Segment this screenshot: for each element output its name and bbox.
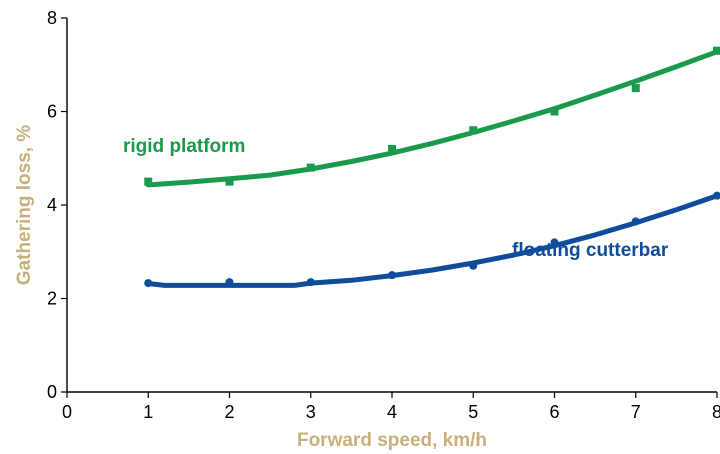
data-point — [469, 126, 478, 135]
y-tick-label: 8 — [47, 8, 57, 28]
series-label-rigid-platform: rigid platform — [123, 136, 245, 157]
x-tick-label: 6 — [549, 402, 559, 422]
series-layer — [144, 46, 720, 288]
y-tick-label: 0 — [47, 382, 57, 402]
series-line-floating-cutterbar — [145, 193, 720, 288]
x-tick-label: 7 — [631, 402, 641, 422]
data-point — [550, 238, 559, 247]
data-point — [469, 261, 478, 270]
x-tick-label: 8 — [712, 402, 720, 422]
x-tick-label: 0 — [62, 402, 72, 422]
x-axis-title: Forward speed, km/h — [297, 430, 487, 451]
y-axis-title: Gathering loss, % — [14, 125, 35, 286]
data-point — [713, 191, 720, 200]
data-point — [631, 217, 640, 226]
series-floating-cutterbar — [144, 191, 720, 288]
data-point — [144, 279, 153, 288]
x-axis-ticks: 0 1 2 3 4 5 6 7 8 — [62, 392, 720, 422]
series-rigid-platform — [144, 46, 720, 188]
series-label-floating-cutterbar: floating cutterbar — [512, 240, 669, 261]
axes: 0 1 2 3 4 5 6 7 8 0 2 4 6 8 — [47, 8, 720, 422]
data-point — [550, 107, 559, 116]
x-tick-label: 1 — [143, 402, 153, 422]
data-point — [631, 84, 640, 93]
series-line-rigid-platform — [145, 49, 720, 188]
data-point — [144, 177, 153, 186]
y-axis-ticks: 0 2 4 6 8 — [47, 8, 67, 402]
data-point — [306, 278, 315, 287]
data-point — [388, 271, 396, 280]
y-tick-label: 6 — [47, 102, 57, 122]
y-tick-label: 4 — [47, 195, 57, 215]
data-point — [713, 46, 720, 55]
data-point — [225, 278, 234, 287]
x-tick-label: 2 — [224, 402, 234, 422]
x-tick-label: 4 — [387, 402, 397, 422]
data-point — [306, 163, 315, 172]
y-tick-label: 2 — [47, 289, 57, 309]
x-tick-label: 3 — [306, 402, 316, 422]
data-point — [388, 144, 396, 153]
data-point — [225, 177, 234, 186]
x-tick-label: 5 — [468, 402, 478, 422]
